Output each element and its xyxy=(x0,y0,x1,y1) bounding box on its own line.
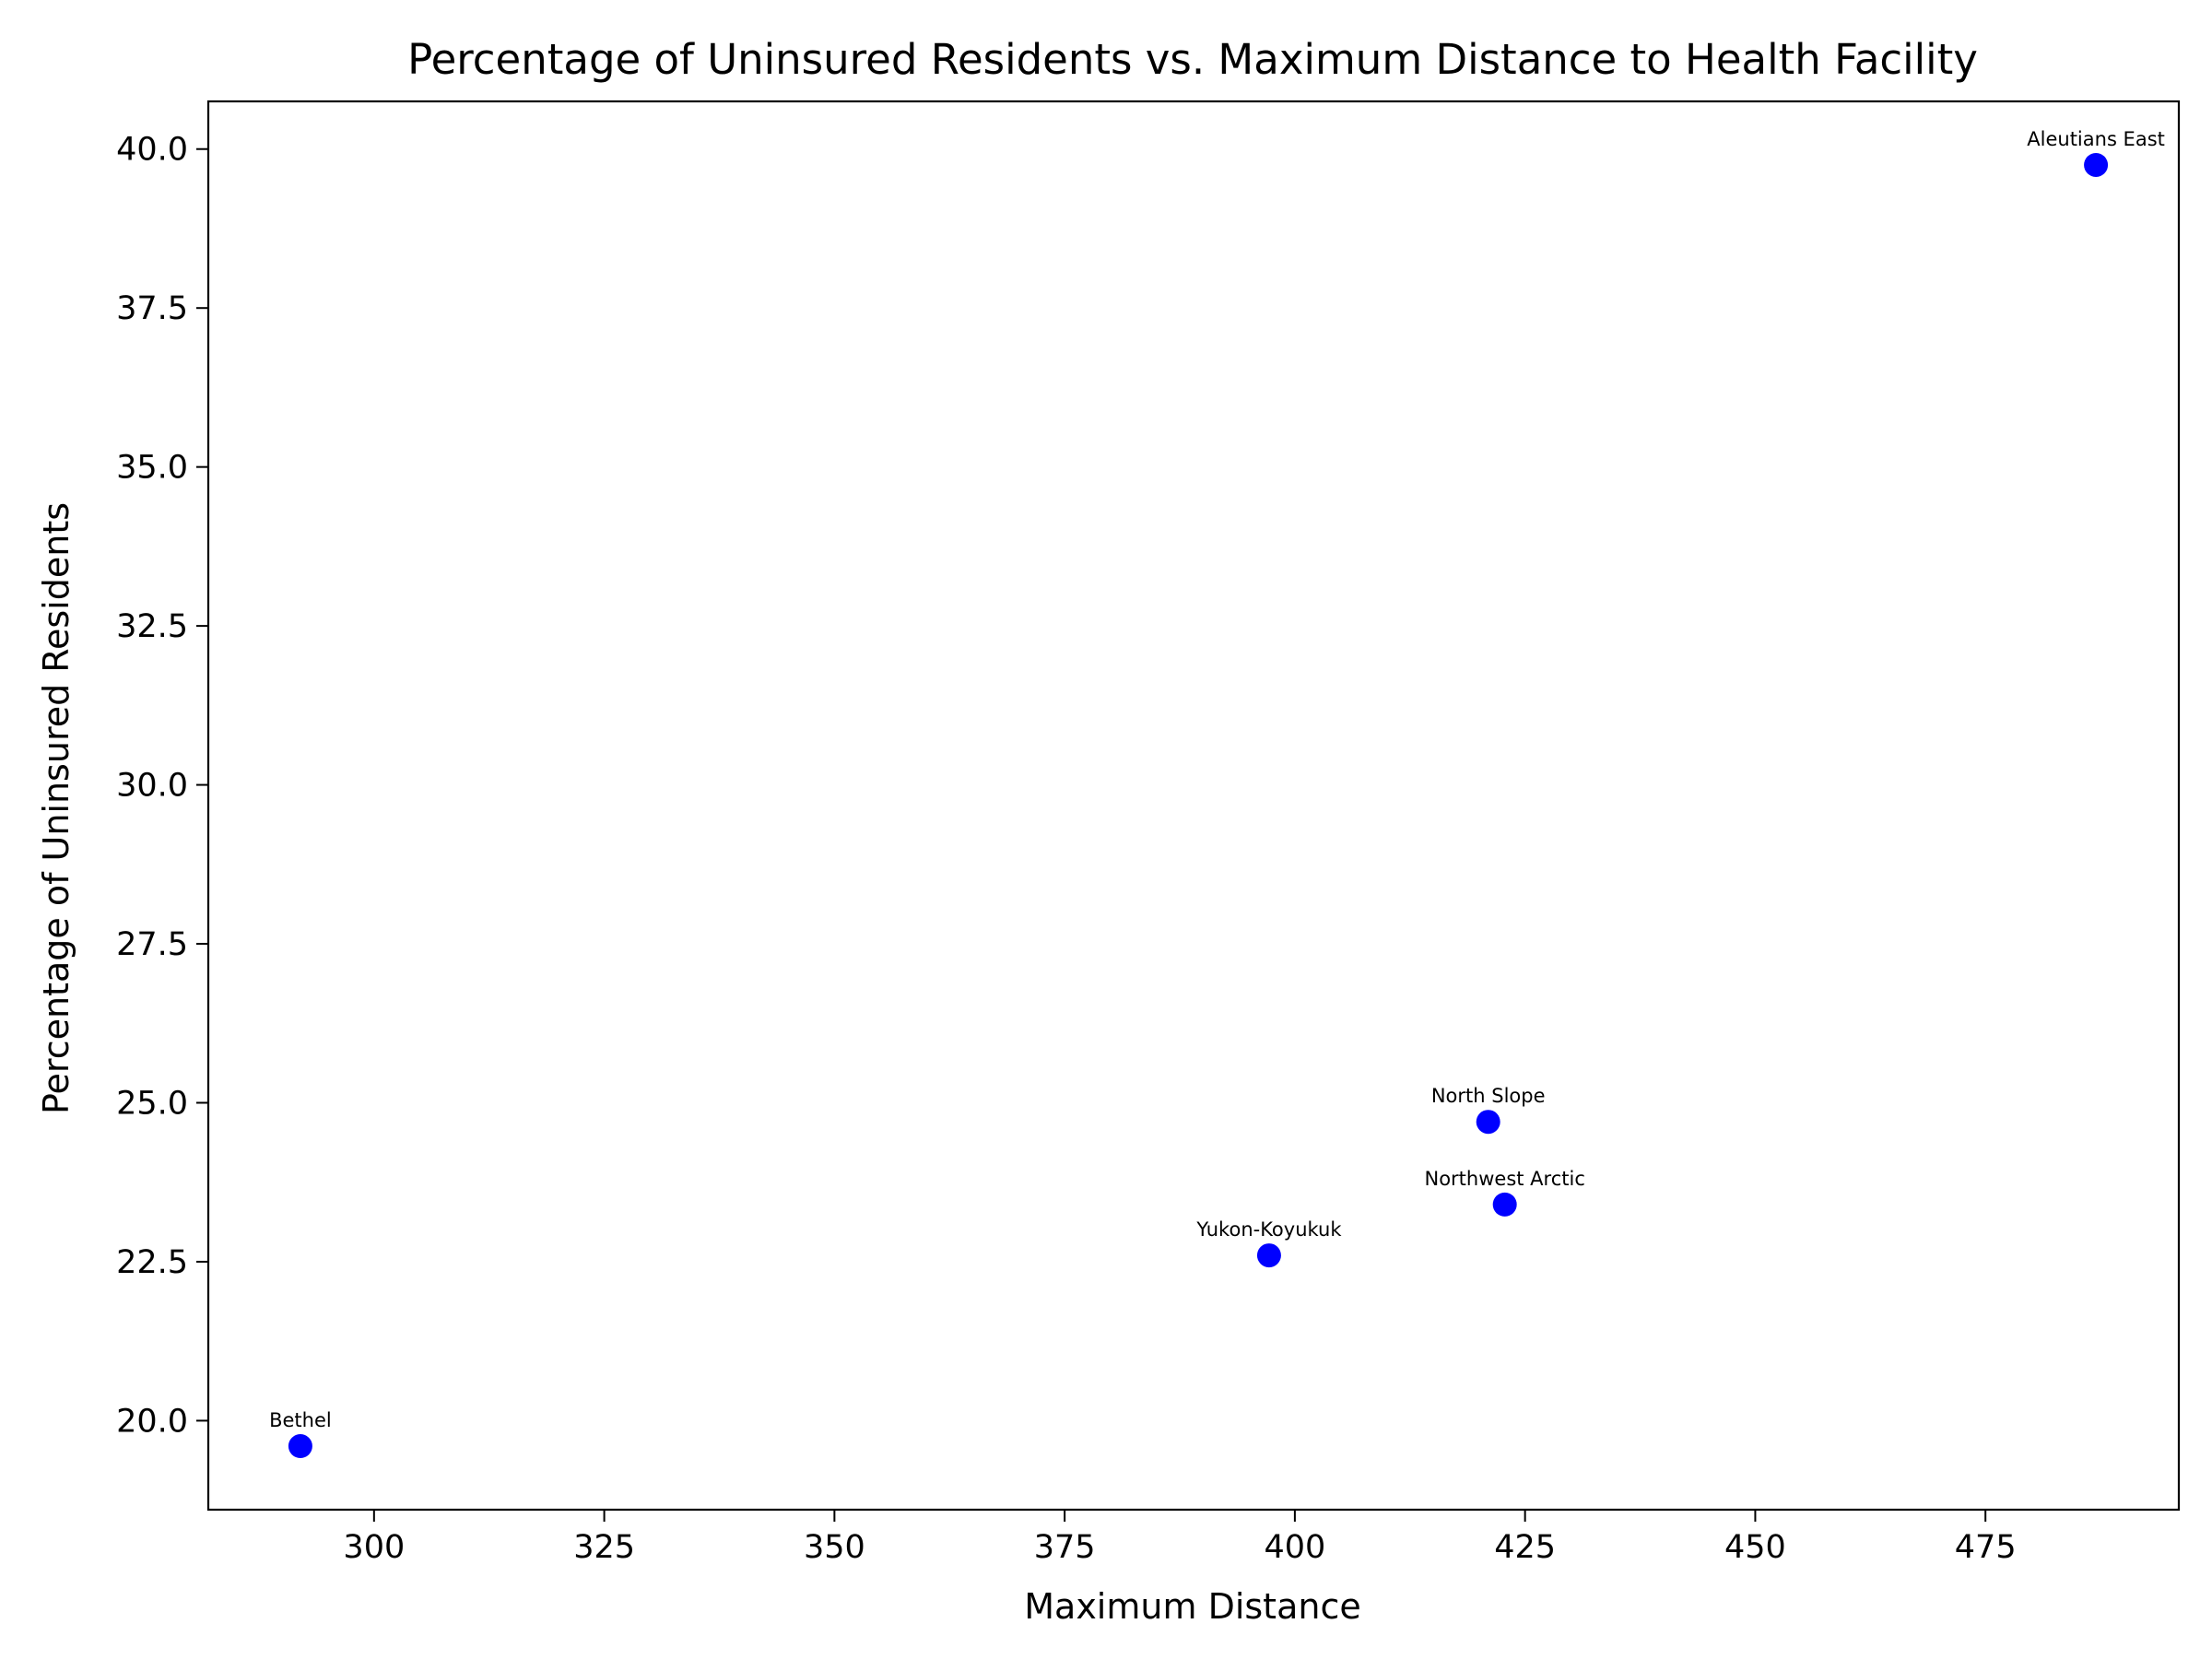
point-label: North Slope xyxy=(1431,1085,1546,1107)
data-point xyxy=(2084,152,2109,177)
x-tick-label: 400 xyxy=(1264,1529,1325,1566)
x-axis-label: Maximum Distance xyxy=(1024,1586,1360,1627)
y-axis-label: Percentage of Uninsured Residents xyxy=(36,502,76,1114)
x-tick-label: 450 xyxy=(1724,1529,1786,1566)
x-tick-label: 300 xyxy=(343,1529,405,1566)
data-point xyxy=(288,1434,312,1459)
x-tick-label: 350 xyxy=(804,1529,865,1566)
plot-frame xyxy=(206,100,2181,1512)
y-tick-label: 40.0 xyxy=(116,132,188,169)
chart-title: Percentage of Uninsured Residents vs. Ma… xyxy=(407,35,1978,84)
x-tick-label: 425 xyxy=(1494,1529,1556,1566)
point-label: Aleutians East xyxy=(2027,128,2165,150)
data-point xyxy=(1476,1110,1500,1135)
x-tick-label: 325 xyxy=(573,1529,635,1566)
data-point xyxy=(1256,1243,1281,1268)
point-label: Northwest Arctic xyxy=(1424,1168,1584,1190)
y-tick-label: 22.5 xyxy=(116,1244,188,1281)
y-tick-label: 27.5 xyxy=(116,926,188,963)
y-tick-label: 35.0 xyxy=(116,450,188,487)
plot-area: 300 325 350 375 400 425 450 475 20.0 22.5 25.0 27.5… xyxy=(116,100,2181,1566)
y-tick-label: 37.5 xyxy=(116,290,188,327)
x-tick-label: 475 xyxy=(1955,1529,2017,1566)
data-point xyxy=(1492,1192,1517,1217)
y-tick-label: 25.0 xyxy=(116,1086,188,1123)
y-tick-label: 30.0 xyxy=(116,768,188,805)
point-label: Yukon-Koyukuk xyxy=(1195,1218,1342,1241)
y-tick-label: 20.0 xyxy=(116,1403,188,1440)
point-label: Bethel xyxy=(269,1409,332,1431)
x-tick-label: 375 xyxy=(1034,1529,1096,1566)
y-tick-label: 32.5 xyxy=(116,608,188,645)
